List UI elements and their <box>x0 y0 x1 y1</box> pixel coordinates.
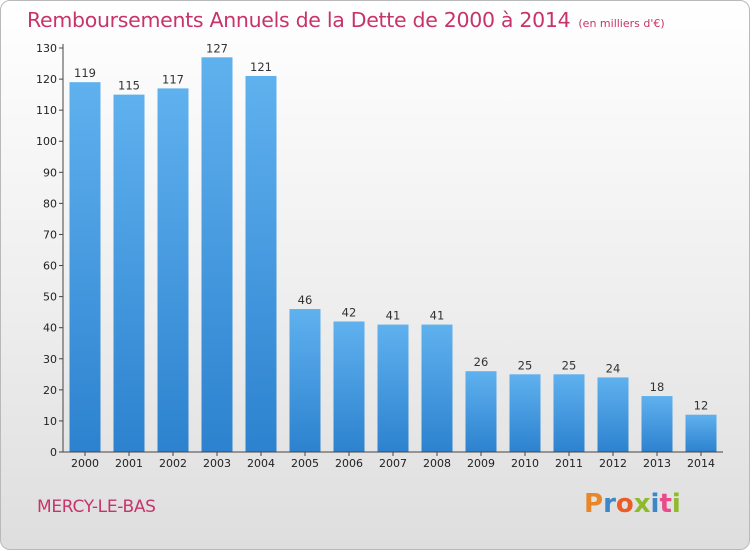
value-label-2005: 46 <box>298 293 313 307</box>
x-tick-label-2007: 2007 <box>379 457 407 470</box>
x-axis: 2000 2001 2002 2003 2004 2005 2006 2007 2008 2009… <box>63 451 723 470</box>
value-label-2003: 127 <box>206 41 228 55</box>
bar-2000 <box>69 82 101 452</box>
value-label-2000: 119 <box>74 66 96 80</box>
chart-unit-label: (en milliers d'€) <box>578 17 665 30</box>
value-label-2013: 18 <box>650 380 665 394</box>
x-tick-label-2014: 2014 <box>687 457 715 470</box>
x-tick-label-2000: 2000 <box>71 457 99 470</box>
x-tick-label-2002: 2002 <box>159 457 187 470</box>
y-tick-label: 80 <box>43 197 57 210</box>
bar-2013 <box>641 396 673 452</box>
x-tick-label-2001: 2001 <box>115 457 143 470</box>
bar-2001 <box>113 94 145 452</box>
value-label-2012: 24 <box>606 361 621 375</box>
x-tick-label-2013: 2013 <box>643 457 671 470</box>
y-tick-label: 110 <box>36 104 57 117</box>
bar-2007 <box>377 324 409 452</box>
y-axis: 0 10 20 30 40 50 60 70 80 90 100 110 120 130 <box>36 42 64 459</box>
y-tick-label: 130 <box>36 42 57 55</box>
bars-group: 119 115 117 127 121 46 42 41 41 26 25 25 24 18 12 <box>69 41 717 453</box>
chart-title: Remboursements Annuels de la Dette de 20… <box>27 8 665 32</box>
x-tick-label-2008: 2008 <box>423 457 451 470</box>
y-tick-label: 120 <box>36 73 57 86</box>
brand-letter: x <box>633 489 651 519</box>
brand-letter: i <box>671 489 681 519</box>
chart-title-text: Remboursements Annuels de la Dette de 20… <box>27 8 571 32</box>
bar-2011 <box>553 374 585 452</box>
bar-2004 <box>245 75 277 452</box>
y-tick-label: 0 <box>50 446 57 459</box>
y-tick-label: 90 <box>43 166 57 179</box>
y-tick-label: 50 <box>43 291 57 304</box>
value-label-2010: 25 <box>518 358 533 372</box>
y-tick-label: 100 <box>36 135 57 148</box>
value-label-2006: 42 <box>342 305 357 319</box>
proxiti-logo: Proxiti <box>584 489 681 519</box>
value-label-2001: 115 <box>118 79 140 93</box>
value-label-2002: 117 <box>162 72 184 86</box>
bar-2002 <box>157 88 189 453</box>
y-tick-label: 30 <box>43 353 57 366</box>
x-tick-label-2011: 2011 <box>555 457 583 470</box>
bar-2009 <box>465 371 497 452</box>
bar-2012 <box>597 377 629 452</box>
value-label-2008: 41 <box>430 309 445 323</box>
brand-letter: P <box>584 489 604 519</box>
y-tick-label: 60 <box>43 260 57 273</box>
bar-2010 <box>509 374 541 452</box>
y-tick-label: 20 <box>43 384 57 397</box>
value-label-2004: 121 <box>250 60 272 74</box>
x-tick-label-2004: 2004 <box>247 457 275 470</box>
x-tick-label-2003: 2003 <box>203 457 231 470</box>
x-tick-label-2012: 2012 <box>599 457 627 470</box>
brand-letter: t <box>659 489 672 519</box>
commune-name: MERCY-LE-BAS <box>37 497 156 517</box>
value-label-2007: 41 <box>386 309 401 323</box>
bar-2005 <box>289 309 321 452</box>
y-tick-label: 40 <box>43 322 57 335</box>
value-label-2009: 26 <box>474 355 489 369</box>
x-tick-label-2010: 2010 <box>511 457 539 470</box>
bar-2014 <box>685 414 717 452</box>
brand-letter: o <box>615 489 634 519</box>
y-tick-label: 70 <box>43 228 57 241</box>
y-tick-label: 10 <box>43 415 57 428</box>
brand-letter: r <box>603 489 616 519</box>
value-label-2011: 25 <box>562 358 577 372</box>
x-tick-label-2006: 2006 <box>335 457 363 470</box>
value-label-2014: 12 <box>694 399 709 413</box>
x-tick-label-2009: 2009 <box>467 457 495 470</box>
x-tick-label-2005: 2005 <box>291 457 319 470</box>
brand-letter: i <box>650 489 660 519</box>
bar-2008 <box>421 324 453 452</box>
bar-2003 <box>201 57 233 452</box>
bar-2006 <box>333 321 365 452</box>
